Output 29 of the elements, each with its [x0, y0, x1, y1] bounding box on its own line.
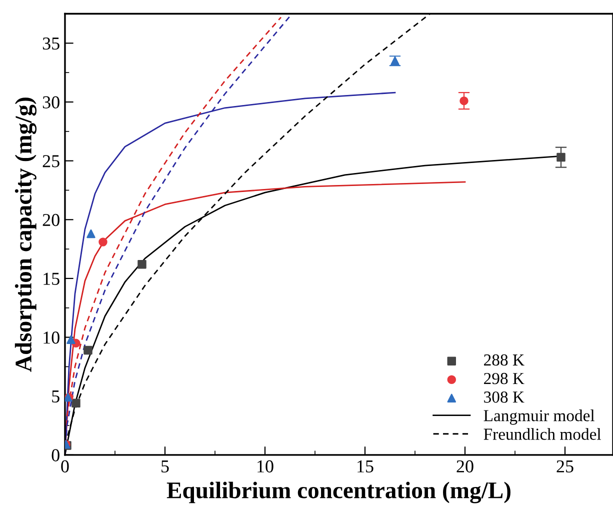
x-tick-label: 20	[456, 460, 474, 472]
y-tick-label: 5	[52, 390, 60, 403]
point	[72, 398, 80, 408]
y-axis-title: Adsorption capacity (mg/g)	[14, 98, 37, 372]
x-axis-title: Equilibrium concentration (mg/L)	[166, 482, 510, 504]
point	[86, 229, 96, 238]
point	[556, 152, 566, 162]
legend-label: Freundlich model	[484, 428, 601, 440]
point	[84, 346, 92, 355]
y-tick-label: 25	[42, 155, 60, 168]
y-tick-label: 0	[52, 449, 60, 462]
point	[138, 260, 146, 269]
y-tick-label: 35	[42, 37, 60, 50]
legend-label: 308 K	[484, 391, 524, 403]
legend-label: 288 K	[484, 354, 524, 366]
x-tick-label: 25	[556, 460, 574, 472]
y-tick-label: 20	[42, 214, 60, 226]
y-tick-label: 10	[44, 332, 60, 344]
x-tick-label: 0	[61, 460, 69, 472]
point	[66, 335, 76, 344]
point	[460, 96, 468, 106]
legend-label: 298 K	[484, 372, 524, 384]
point	[98, 238, 108, 246]
y-tick-label: 15	[44, 272, 60, 285]
x-tick-label: 5	[162, 460, 169, 472]
y-tick-label: 30	[42, 96, 60, 108]
legend-label: Langmuir model	[484, 410, 595, 425]
x-tick-label: 15	[358, 460, 374, 472]
x-tick-label: 10	[258, 460, 274, 472]
